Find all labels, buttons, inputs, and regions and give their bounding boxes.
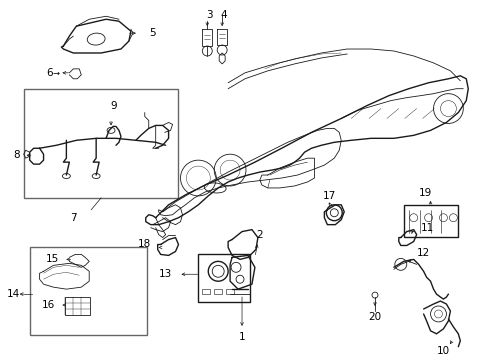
Bar bbox=[214, 289, 222, 294]
Bar bbox=[65, 297, 90, 315]
Bar bbox=[202, 289, 210, 294]
Bar bbox=[30, 247, 146, 335]
Bar bbox=[225, 289, 234, 294]
Text: 6: 6 bbox=[46, 68, 53, 78]
Text: 9: 9 bbox=[110, 100, 117, 111]
Text: 10: 10 bbox=[436, 346, 449, 356]
Text: 17: 17 bbox=[322, 191, 335, 201]
Text: →: → bbox=[53, 68, 60, 77]
Text: 13: 13 bbox=[159, 269, 172, 279]
Text: 7: 7 bbox=[70, 213, 77, 223]
Bar bbox=[403, 205, 457, 237]
Text: 1: 1 bbox=[238, 332, 245, 342]
Text: 5: 5 bbox=[148, 28, 155, 38]
Text: 14: 14 bbox=[7, 289, 20, 299]
Text: 2: 2 bbox=[256, 230, 263, 239]
Text: 11: 11 bbox=[420, 222, 433, 233]
Text: 18: 18 bbox=[137, 239, 150, 248]
Text: 12: 12 bbox=[416, 248, 429, 258]
Text: 3: 3 bbox=[205, 10, 212, 20]
Bar bbox=[198, 255, 249, 302]
Bar bbox=[24, 89, 177, 198]
Text: 8: 8 bbox=[14, 150, 20, 160]
Text: 4: 4 bbox=[221, 10, 227, 20]
Text: 19: 19 bbox=[418, 188, 431, 198]
Text: 15: 15 bbox=[46, 255, 60, 264]
Text: 16: 16 bbox=[42, 300, 55, 310]
Text: 20: 20 bbox=[367, 312, 381, 322]
